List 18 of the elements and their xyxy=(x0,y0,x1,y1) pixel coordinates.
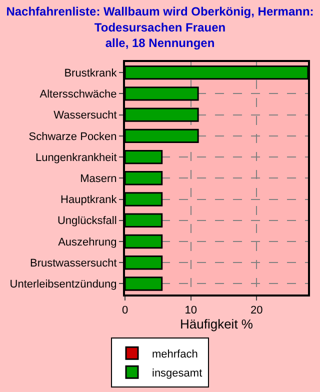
legend-label: insgesamt xyxy=(152,367,202,380)
y-tick-label: Hauptkrank xyxy=(60,194,118,206)
y-tick-label: Masern xyxy=(80,173,117,185)
y-tick-label: Auszehrung xyxy=(58,236,117,248)
y-tick-label: Unglücksfall xyxy=(57,215,117,228)
x-tick-label: 10 xyxy=(184,304,197,316)
x-tick-label: 20 xyxy=(250,304,263,316)
legend-label: mehrfach xyxy=(152,348,198,360)
y-tick-label: Lungenkrankheit xyxy=(35,152,117,164)
x-tick-label: 0 xyxy=(122,304,128,316)
y-tick-label: Schwarze Pocken xyxy=(28,130,117,143)
y-tick-label: Unterleibsentzündung xyxy=(10,278,117,291)
chart-title: Nachfahrenliste: Wallbaum wird Oberkönig, Hermann: Todesursachen Frauen alle, 18 Nennungen xyxy=(6,4,314,50)
y-tick-label: Wassersucht xyxy=(54,110,117,122)
x-axis-title: Häufigkeit % xyxy=(180,316,254,332)
y-tick-label: Altersschwäche xyxy=(40,88,117,101)
y-tick-label: Brustwassersucht xyxy=(30,257,117,270)
y-tick-label: Brustkrank xyxy=(64,67,118,80)
